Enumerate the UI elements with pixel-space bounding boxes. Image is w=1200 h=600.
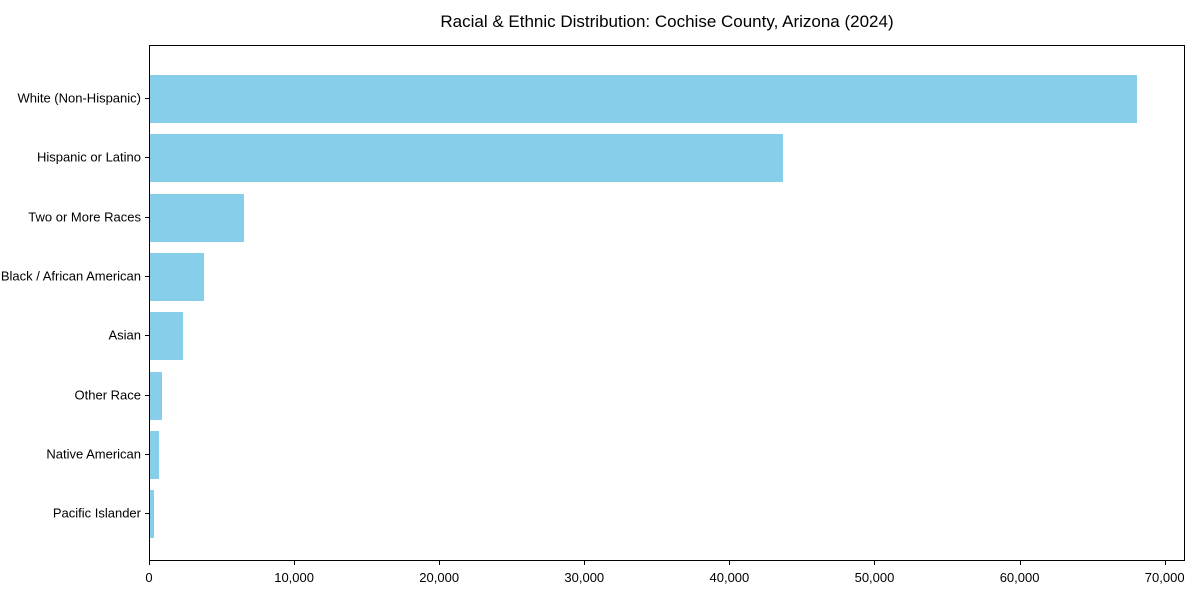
bar-asian — [150, 312, 184, 361]
y-axis-label-black-african-american: Black / African American — [0, 268, 141, 284]
x-axis-tick — [1019, 561, 1021, 565]
x-axis-tick-label: 40,000 — [709, 570, 750, 585]
y-axis-tick — [145, 335, 149, 337]
y-axis-tick — [145, 275, 149, 277]
y-axis-label-asian: Asian — [108, 327, 141, 343]
y-axis-label-white-non-hispanic: White (Non-Hispanic) — [17, 90, 141, 106]
bar-hispanic-or-latino — [150, 134, 783, 183]
bar-white-non-hispanic — [150, 75, 1137, 123]
x-axis-tick-label: 70,000 — [1144, 570, 1185, 585]
bar-other-race — [150, 371, 162, 420]
x-axis-tick-label: 20,000 — [419, 570, 460, 585]
bar-two-or-more-races — [150, 193, 245, 242]
x-axis-tick — [1164, 561, 1166, 565]
x-axis-tick-label: 0 — [145, 570, 153, 585]
y-axis-tick — [145, 157, 149, 159]
bar-native-american — [150, 430, 160, 479]
y-axis-tick — [145, 216, 149, 218]
x-axis-tick-label: 60,000 — [999, 570, 1040, 585]
y-axis-label-other-race: Other Race — [74, 387, 141, 402]
x-axis-tick — [874, 561, 876, 565]
y-axis-tick — [145, 98, 149, 99]
y-axis-label-two-or-more-races: Two or More Races — [28, 209, 141, 225]
chart-title: Racial & Ethnic Distribution: Cochise Co… — [440, 12, 894, 31]
x-axis-tick-label: 10,000 — [274, 570, 314, 585]
y-axis-label-native-american: Native American — [46, 446, 141, 462]
bar-pacific-islander — [150, 490, 154, 539]
y-axis-tick — [145, 453, 149, 455]
x-axis-tick — [729, 561, 731, 565]
x-axis-tick — [294, 561, 296, 565]
x-axis-tick-label: 30,000 — [564, 570, 605, 585]
x-axis-tick — [584, 561, 586, 565]
x-axis-tick-label: 50,000 — [854, 570, 895, 585]
plot-area — [149, 45, 1185, 561]
bar-black-african-american — [150, 252, 204, 301]
x-axis-tick — [439, 561, 441, 565]
y-axis-label-hispanic-or-latino: Hispanic or Latino — [36, 149, 141, 165]
y-axis-tick — [145, 394, 149, 396]
x-axis-tick — [149, 561, 150, 565]
y-axis-tick — [145, 513, 149, 515]
y-axis-label-pacific-islander: Pacific Islander — [52, 505, 141, 521]
